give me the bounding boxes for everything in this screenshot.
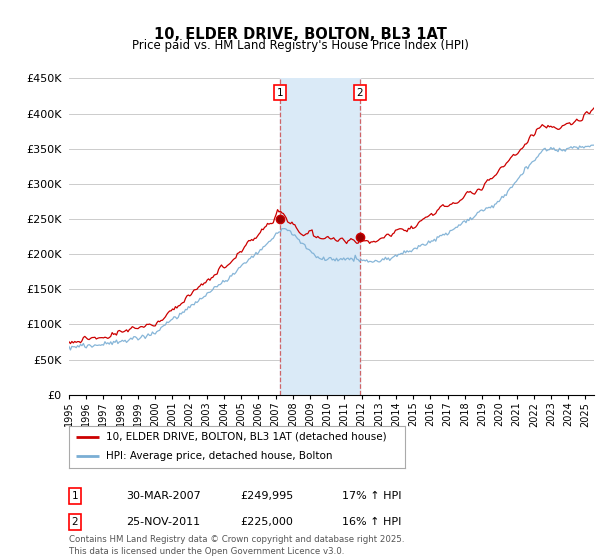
Text: 30-MAR-2007: 30-MAR-2007 bbox=[126, 491, 201, 501]
Text: 2: 2 bbox=[356, 87, 363, 97]
Text: 16% ↑ HPI: 16% ↑ HPI bbox=[342, 517, 401, 527]
Text: 1: 1 bbox=[277, 87, 283, 97]
Text: Contains HM Land Registry data © Crown copyright and database right 2025.
This d: Contains HM Land Registry data © Crown c… bbox=[69, 535, 404, 556]
Text: 10, ELDER DRIVE, BOLTON, BL3 1AT: 10, ELDER DRIVE, BOLTON, BL3 1AT bbox=[154, 27, 446, 42]
Text: £225,000: £225,000 bbox=[240, 517, 293, 527]
Text: 2: 2 bbox=[71, 517, 79, 527]
Text: 1: 1 bbox=[71, 491, 79, 501]
Text: HPI: Average price, detached house, Bolton: HPI: Average price, detached house, Bolt… bbox=[106, 451, 332, 461]
Text: 17% ↑ HPI: 17% ↑ HPI bbox=[342, 491, 401, 501]
Text: Price paid vs. HM Land Registry's House Price Index (HPI): Price paid vs. HM Land Registry's House … bbox=[131, 39, 469, 53]
Text: 25-NOV-2011: 25-NOV-2011 bbox=[126, 517, 200, 527]
Text: 10, ELDER DRIVE, BOLTON, BL3 1AT (detached house): 10, ELDER DRIVE, BOLTON, BL3 1AT (detach… bbox=[106, 432, 386, 442]
Bar bbox=[280, 78, 360, 395]
Text: £249,995: £249,995 bbox=[240, 491, 293, 501]
